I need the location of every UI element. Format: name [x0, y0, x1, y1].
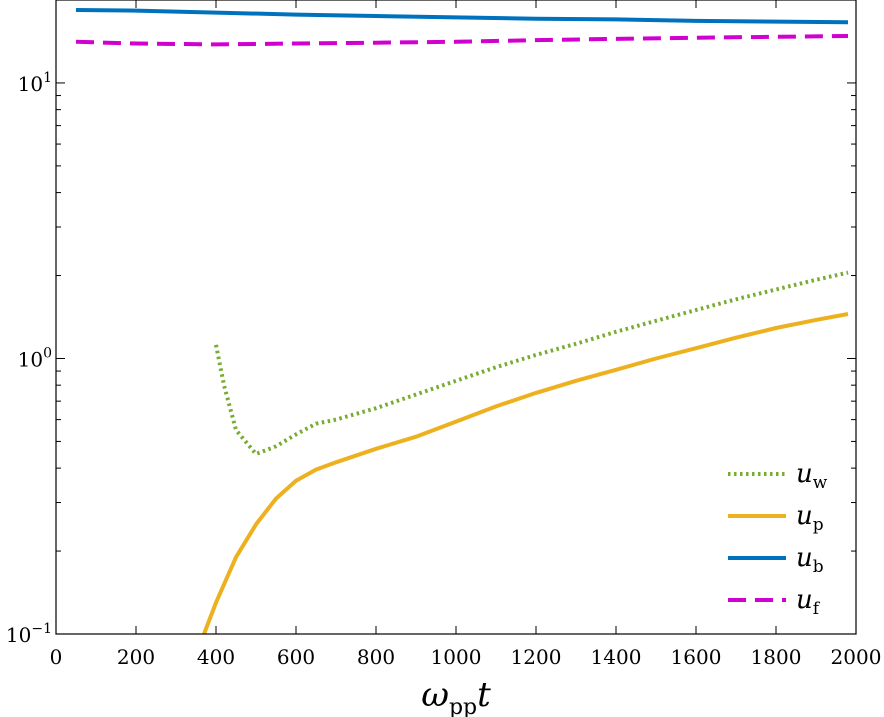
x-tick-label: 600	[277, 645, 315, 669]
x-axis-label: ωppt	[421, 675, 491, 717]
x-axis-label-main: ω	[421, 675, 449, 715]
series-line-f	[75, 34, 849, 47]
plot-area	[56, 0, 856, 634]
y-tick-label: 100	[18, 345, 52, 371]
x-tick-label: 1400	[591, 645, 642, 669]
axes-layer: 0 200 400 600 800 1000 1200 1400 1600 1800 2000 10−…	[6, 0, 882, 669]
x-tick-label: 1200	[511, 645, 562, 669]
y-tick-label: 10−1	[6, 621, 52, 647]
series-line-p	[202, 312, 849, 635]
x-tick-label: 2000	[831, 645, 882, 669]
x-tick-label: 800	[357, 645, 395, 669]
legend: uw up ub uf	[728, 459, 828, 619]
legend-label-w: uw	[796, 459, 828, 493]
x-axis-label-suffix: t	[477, 675, 491, 715]
legend-label-p: up	[796, 501, 824, 535]
legend-label-f: uf	[796, 585, 821, 619]
legend-label-b: ub	[796, 543, 824, 577]
x-tick-label: 1000	[431, 645, 482, 669]
x-tick-label: 0	[50, 645, 63, 669]
series-line-b	[75, 8, 849, 25]
y-tick-label: 101	[18, 70, 52, 96]
x-axis-label-sub: pp	[449, 695, 477, 717]
x-tick-label: 200	[117, 645, 155, 669]
x-tick-label: 400	[197, 645, 235, 669]
x-tick-label: 1800	[751, 645, 802, 669]
x-tick-label: 1600	[671, 645, 722, 669]
series-layer	[75, 8, 849, 635]
